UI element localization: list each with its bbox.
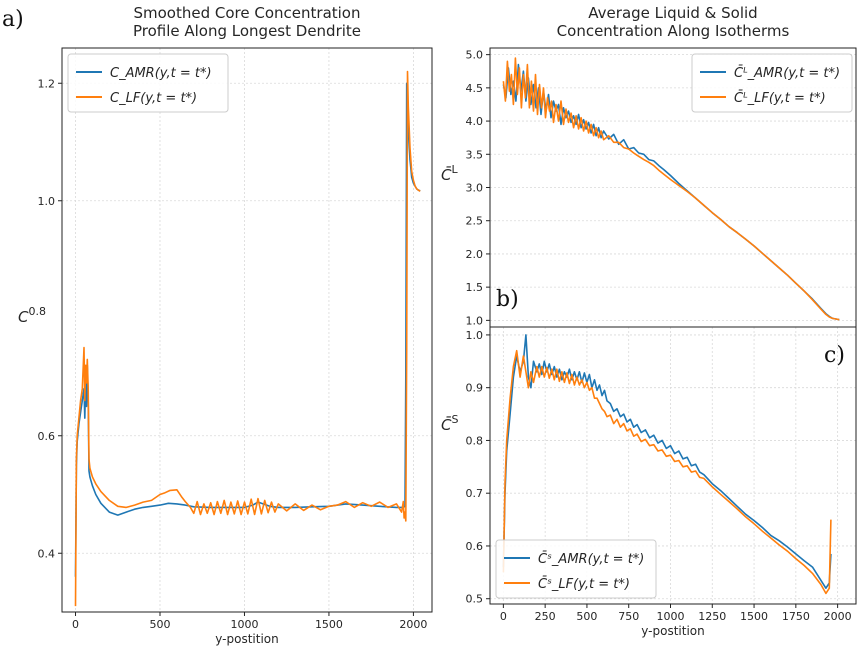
series-group — [74, 70, 421, 607]
y-axis-label-main: C̄ — [441, 165, 452, 184]
y-tick-label: 1.0 — [466, 329, 484, 342]
chart-title-line: Smoothed Core Concentration — [134, 4, 361, 22]
y-tick-label: 1.0 — [466, 314, 484, 327]
x-tick-label: 1500 — [740, 610, 768, 623]
x-tick-label: 1000 — [656, 610, 684, 623]
series-group — [502, 57, 840, 321]
y-tick-label: 0.6 — [466, 540, 484, 553]
y-tick-label: 0.5 — [466, 593, 484, 606]
chart-title-line: Profile Along Longest Dendrite — [133, 22, 361, 40]
x-tick-label: 750 — [618, 610, 639, 623]
series-line-lf — [74, 70, 421, 607]
x-axis-label: y-postition — [641, 624, 704, 638]
x-tick-label: 0 — [500, 610, 507, 623]
legend-label-lf: C_LF(y,t = t*) — [110, 91, 197, 106]
legend: C̄ᴸ_AMR(y,t = t*) C̄ᴸ_LF(y,t = t*) — [691, 53, 853, 113]
x-tick-label: 2000 — [399, 618, 427, 631]
legend-box — [691, 53, 853, 113]
legend-box — [495, 539, 657, 599]
x-tick-label: 1000 — [230, 618, 258, 631]
legend-box — [67, 53, 229, 113]
y-tick-label: 5.0 — [466, 49, 484, 62]
legend-label-amr: C̄ᴸ_AMR(y,t = t*) — [734, 66, 840, 81]
legend-label-lf: C̄ˢ_LF(y,t = t*) — [538, 577, 630, 592]
legend-label-lf: C̄ᴸ_LF(y,t = t*) — [734, 91, 826, 106]
series-line-lf — [502, 57, 840, 321]
y-tick-label: 4.0 — [466, 115, 484, 128]
series-group — [502, 334, 832, 595]
y-tick-label: 0.9 — [466, 382, 484, 395]
y-tick-label: 0.8 — [466, 434, 484, 447]
y-axis-label-sup: S — [451, 413, 458, 426]
panel-label-b: b) — [496, 287, 519, 312]
panel-b: 1.0 1.5 2.0 2.5 3.0 3.5 4.0 4.5 5.0 Average Liqui… — [441, 4, 857, 328]
y-tick-label: 0.4 — [38, 547, 56, 560]
x-tick-label: 2000 — [824, 610, 852, 623]
series-line-lf — [502, 349, 832, 595]
x-tick-label: 1750 — [782, 610, 810, 623]
legend-label-amr: C_AMR(y,t = t*) — [110, 66, 212, 81]
y-tick-label: 4.5 — [466, 82, 484, 95]
x-tick-label: 500 — [149, 618, 170, 631]
x-tick-label: 250 — [535, 610, 556, 623]
x-axis-label: y-postition — [215, 632, 278, 646]
axes-frame — [61, 47, 433, 613]
legend: C_AMR(y,t = t*) C_LF(y,t = t*) — [67, 53, 229, 113]
x-tick-label: 0 — [72, 618, 79, 631]
y-axis-label-main: C — [18, 308, 29, 326]
y-axis-label: C̄L — [441, 163, 458, 184]
panel-a: 0 500 1000 1500 2000 0.4 0.6 1.0 1.2 Smoothed Cor… — [2, 4, 433, 646]
legend: C̄ˢ_AMR(y,t = t*) C̄ˢ_LF(y,t = t*) — [495, 539, 657, 599]
y-tick-label: 2.5 — [466, 215, 484, 228]
panel-c: 0 250 500 750 1000 1250 1500 1750 2000 0.5 0.6 0.7 0… — [441, 326, 857, 638]
y-axis-label: C0.8 — [18, 305, 46, 326]
y-axis-label-sup: L — [451, 163, 458, 176]
y-tick-label: 1.5 — [466, 281, 484, 294]
y-axis-label: C̄S — [441, 413, 458, 434]
y-axis-label-main: C̄ — [441, 415, 452, 434]
y-tick-label: 3.5 — [466, 148, 484, 161]
chart-title-line: Average Liquid & Solid — [588, 4, 757, 22]
axes-frame — [489, 326, 857, 605]
series-line-amr — [74, 82, 421, 577]
x-tick-label: 500 — [576, 610, 597, 623]
panel-label-c: c) — [824, 343, 845, 368]
y-tick-label: 0.7 — [466, 487, 484, 500]
x-tick-label: 1250 — [698, 610, 726, 623]
x-tick-label: 1500 — [315, 618, 343, 631]
legend-label-amr: C̄ˢ_AMR(y,t = t*) — [538, 552, 644, 567]
y-tick-label: 1.0 — [38, 195, 56, 208]
y-tick-label: 3.0 — [466, 182, 484, 195]
y-axis-label-sup: 0.8 — [28, 305, 46, 318]
y-tick-label: 1.2 — [38, 77, 56, 90]
y-tick-label: 0.6 — [38, 430, 56, 443]
panel-label-a: a) — [2, 7, 24, 32]
y-tick-label: 2.0 — [466, 248, 484, 261]
chart-title-line: Concentration Along Isotherms — [557, 22, 790, 40]
